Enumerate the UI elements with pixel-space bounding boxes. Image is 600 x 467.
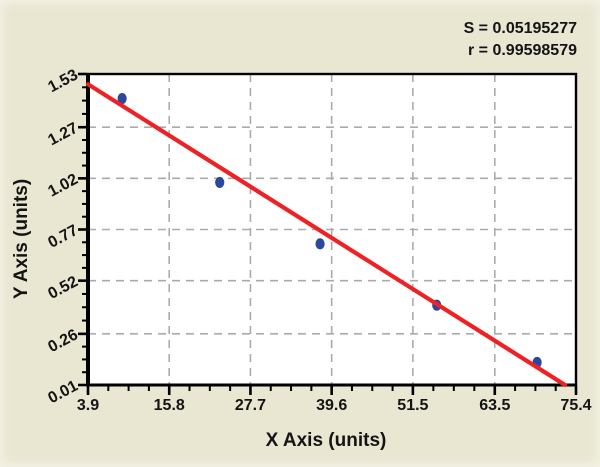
y-tick-label: 1.53 bbox=[45, 66, 81, 96]
x-tick-label: 39.6 bbox=[316, 397, 347, 414]
regression-line bbox=[85, 82, 568, 388]
x-tick-label: 15.8 bbox=[154, 397, 185, 414]
y-tick-label: 0.26 bbox=[45, 326, 81, 356]
data-point bbox=[117, 92, 127, 105]
data-point bbox=[315, 238, 325, 250]
x-tick-label: 75.4 bbox=[560, 397, 591, 414]
y-tick-label: 1.27 bbox=[45, 120, 81, 150]
stat-r-value: r = 0.99598579 bbox=[468, 42, 577, 59]
x-tick-label: 51.5 bbox=[397, 397, 428, 414]
data-point bbox=[215, 176, 225, 189]
y-axis-title: Y Axis (units) bbox=[11, 179, 32, 299]
y-tick-label: 0.52 bbox=[45, 273, 81, 303]
y-tick-label: 0.01 bbox=[45, 377, 81, 407]
y-tick-label: 1.02 bbox=[45, 171, 81, 201]
x-tick-label: 3.9 bbox=[77, 397, 99, 414]
x-tick-label: 27.7 bbox=[235, 397, 266, 414]
stat-s-value: S = 0.05195277 bbox=[464, 20, 578, 37]
x-axis-title: X Axis (units) bbox=[266, 430, 387, 451]
y-tick-label: 0.77 bbox=[45, 222, 81, 252]
plot-layer: 3.9 15.8 27.7 39.6 51.5 63.5 75.4 0.01 0.26 0.52 0… bbox=[45, 66, 591, 414]
x-tick-label: 63.5 bbox=[479, 397, 510, 414]
